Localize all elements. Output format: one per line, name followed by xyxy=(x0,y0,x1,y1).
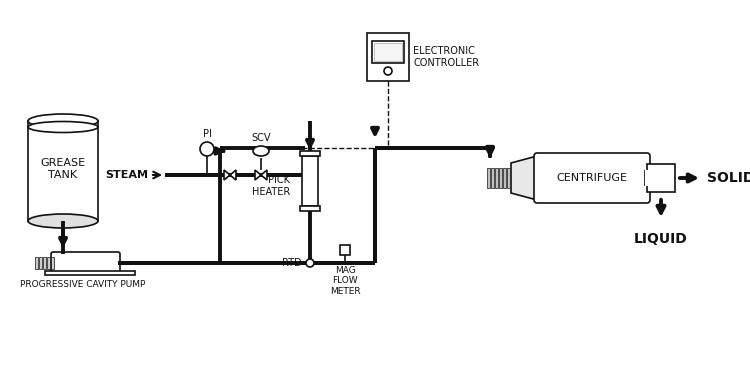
Text: MAG
FLOW
METER: MAG FLOW METER xyxy=(330,266,360,296)
Text: SOLID: SOLID xyxy=(707,171,750,185)
Ellipse shape xyxy=(28,214,98,228)
Text: PI: PI xyxy=(202,129,211,139)
Text: PICK
HEATER: PICK HEATER xyxy=(252,175,290,197)
Text: STEAM: STEAM xyxy=(105,170,148,180)
Polygon shape xyxy=(230,170,236,180)
Bar xyxy=(367,33,409,81)
FancyBboxPatch shape xyxy=(51,252,120,274)
Bar xyxy=(374,43,402,61)
Bar xyxy=(487,168,490,188)
Ellipse shape xyxy=(28,114,98,128)
Text: SCV: SCV xyxy=(251,133,271,143)
Bar xyxy=(51,257,54,269)
Circle shape xyxy=(384,67,392,75)
Polygon shape xyxy=(224,170,230,180)
Text: RTD: RTD xyxy=(282,258,302,268)
Polygon shape xyxy=(261,170,267,180)
Bar xyxy=(43,257,46,269)
Bar xyxy=(491,168,494,188)
Bar xyxy=(45,271,135,275)
Bar xyxy=(47,257,50,269)
Text: GREASE
TANK: GREASE TANK xyxy=(40,158,86,180)
Polygon shape xyxy=(511,156,537,200)
Ellipse shape xyxy=(28,122,98,132)
Bar xyxy=(507,168,510,188)
FancyBboxPatch shape xyxy=(534,153,650,203)
Text: PROGRESSIVE CAVITY PUMP: PROGRESSIVE CAVITY PUMP xyxy=(20,280,146,289)
Bar xyxy=(372,41,404,63)
Bar xyxy=(499,168,502,188)
Bar xyxy=(300,151,320,156)
Bar xyxy=(300,206,320,211)
Bar xyxy=(340,245,350,255)
Bar xyxy=(645,170,650,186)
Circle shape xyxy=(306,259,314,267)
Bar xyxy=(35,257,38,269)
Circle shape xyxy=(200,142,214,156)
Bar xyxy=(28,121,98,221)
Bar xyxy=(302,156,318,206)
Bar xyxy=(39,257,42,269)
Text: ELECTRONIC
CONTROLLER: ELECTRONIC CONTROLLER xyxy=(413,46,479,68)
Ellipse shape xyxy=(253,146,269,156)
Polygon shape xyxy=(255,170,261,180)
Text: CENTRIFUGE: CENTRIFUGE xyxy=(556,173,628,183)
Bar xyxy=(647,164,675,192)
Bar xyxy=(495,168,498,188)
Bar xyxy=(503,168,506,188)
Text: LIQUID: LIQUID xyxy=(634,232,688,246)
